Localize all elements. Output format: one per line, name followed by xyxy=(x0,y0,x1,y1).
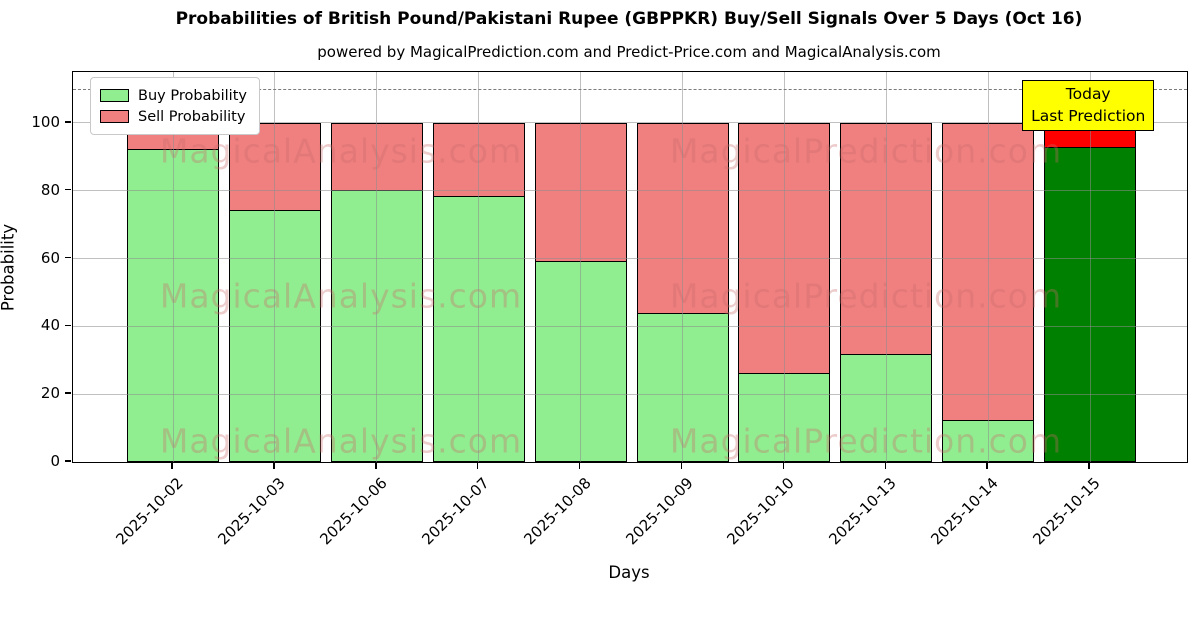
y-tick-mark xyxy=(65,121,71,123)
legend-item-sell: Sell Probability xyxy=(100,106,247,127)
gridline-v xyxy=(478,72,480,462)
threshold-dashed-line xyxy=(73,88,1187,90)
watermark-text: MagicalPrediction.com xyxy=(669,276,1063,316)
annotation-line-1: Today xyxy=(1065,85,1111,103)
x-axis-label: Days xyxy=(608,563,650,582)
chart-title: Probabilities of British Pound/Pakistani… xyxy=(175,9,1083,29)
gridline-h xyxy=(73,190,1187,192)
annotation-line-2: Last Prediction xyxy=(1031,107,1146,126)
gridline-v xyxy=(1089,72,1091,462)
gridline-v xyxy=(274,72,276,462)
chart-figure: Probabilities of British Pound/Pakistani… xyxy=(0,9,1188,582)
y-tick-label: 0 xyxy=(50,452,60,470)
y-tick-mark xyxy=(65,392,71,394)
gridline-v xyxy=(172,72,174,462)
x-tick-mark xyxy=(273,463,275,469)
x-tick-mark xyxy=(375,463,377,469)
gridline-h xyxy=(73,122,1187,124)
gridline-v xyxy=(682,72,683,462)
x-tick-mark xyxy=(171,463,173,469)
legend-swatch-sell xyxy=(100,110,129,123)
y-tick-label: 20 xyxy=(40,384,60,403)
x-tick-label: 2025-10-03 xyxy=(214,474,289,549)
y-tick-mark xyxy=(65,324,71,327)
y-tick-mark xyxy=(65,460,71,462)
x-tick-label: 2025-10-02 xyxy=(112,474,187,549)
x-tick-mark xyxy=(578,463,581,469)
legend-item-buy: Buy Probability xyxy=(100,85,247,106)
x-tick-label: 2025-10-07 xyxy=(418,474,493,549)
gridline-v xyxy=(783,72,785,462)
y-tick-mark xyxy=(65,188,71,191)
gridline-h xyxy=(73,393,1187,395)
x-tick-mark xyxy=(680,463,683,469)
legend-label-sell: Sell Probability xyxy=(138,108,246,125)
x-tick-label: 2025-10-06 xyxy=(316,474,391,549)
x-tick-label: 2025-10-08 xyxy=(519,474,595,549)
y-axis-label: Probability xyxy=(0,223,18,312)
gridline-v xyxy=(580,72,582,462)
y-tick-label: 100 xyxy=(31,112,60,131)
legend: Buy Probability Sell Probability xyxy=(90,77,260,135)
x-tick-mark xyxy=(476,463,479,469)
x-tick-label: 2025-10-13 xyxy=(825,474,901,549)
gridline-v xyxy=(885,72,887,462)
y-tick-label: 60 xyxy=(40,248,60,267)
gridline-h xyxy=(73,325,1187,327)
y-tick-label: 40 xyxy=(40,316,60,335)
legend-label-buy: Buy Probability xyxy=(138,87,247,104)
x-tick-mark xyxy=(884,463,887,469)
x-tick-mark xyxy=(986,463,988,469)
plot-area: MagicalAnalysis.com MagicalPrediction.com… xyxy=(72,71,1188,463)
legend-swatch-buy xyxy=(100,89,129,102)
x-tick-label: 2025-10-14 xyxy=(927,474,1002,549)
watermark-text: MagicalAnalysis.com xyxy=(159,421,523,461)
watermark-text: MagicalAnalysis.com xyxy=(159,276,523,316)
x-tick-label: 2025-10-09 xyxy=(621,474,697,549)
gridline-v xyxy=(987,72,989,462)
grid-layer xyxy=(73,72,1187,462)
chart-subtitle: powered by MagicalPrediction.com and Pre… xyxy=(317,43,941,61)
y-tick-label: 80 xyxy=(40,180,60,199)
x-tick-mark xyxy=(782,463,785,469)
today-annotation: Today Last Prediction xyxy=(1022,80,1155,131)
watermark-text: MagicalAnalysis.com xyxy=(159,131,523,171)
watermark-text: MagicalPrediction.com xyxy=(669,131,1063,171)
x-tick-mark xyxy=(1088,463,1090,469)
y-tick-mark xyxy=(65,256,71,259)
gridline-h xyxy=(73,258,1187,260)
gridline-v xyxy=(376,72,378,462)
watermark-text: MagicalPrediction.com xyxy=(669,421,1063,461)
x-tick-label: 2025-10-10 xyxy=(723,474,799,549)
watermark-layer: MagicalAnalysis.com MagicalPrediction.com… xyxy=(73,72,1187,462)
x-tick-label: 2025-10-15 xyxy=(1029,474,1104,549)
